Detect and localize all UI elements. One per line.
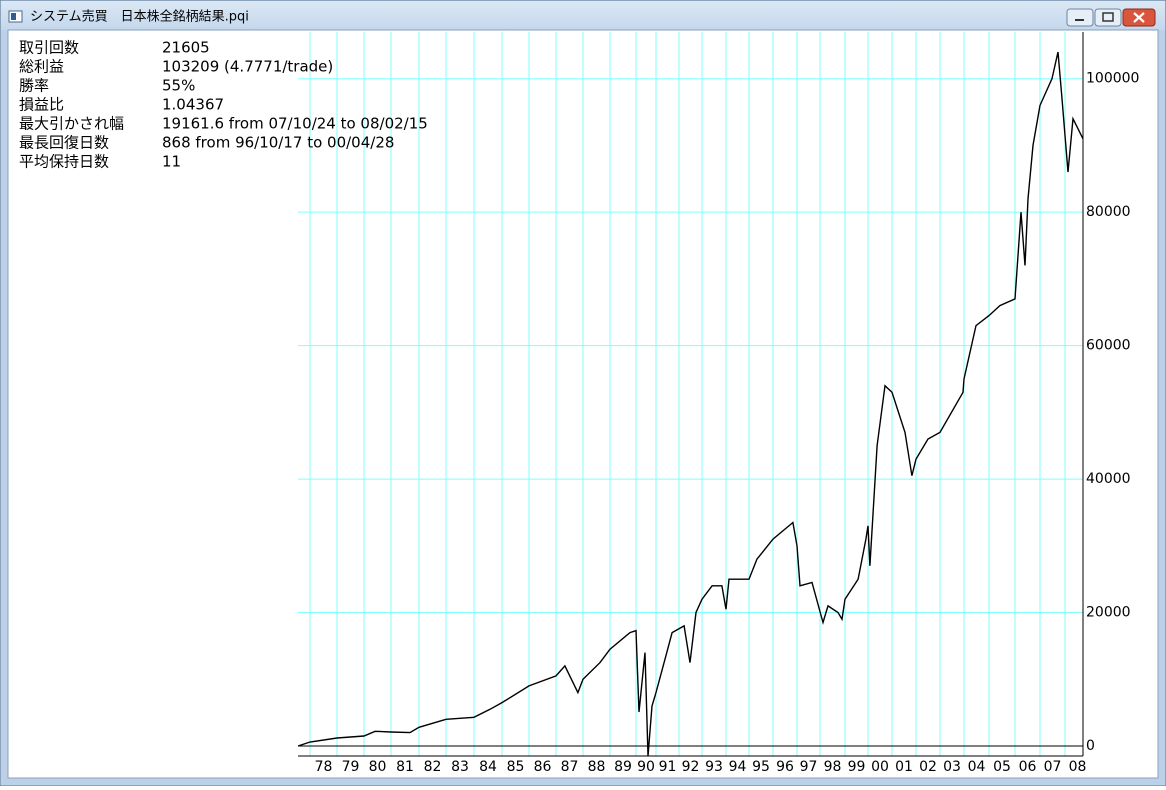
minimize-button[interactable] <box>1066 8 1094 27</box>
stat-label: 勝率 <box>19 77 49 95</box>
stat-value: 103209 (4.7771/trade) <box>162 58 333 76</box>
close-button[interactable] <box>1122 8 1156 27</box>
x-tick-label: 88 <box>588 759 606 775</box>
stat-value: 1.04367 <box>162 96 224 114</box>
title-bar <box>1 1 1165 30</box>
x-tick-label: 05 <box>993 759 1011 775</box>
y-tick-label: 0 <box>1086 738 1095 754</box>
x-tick-label: 96 <box>776 759 794 775</box>
stat-label: 最長回復日数 <box>19 134 109 152</box>
x-tick-label: 03 <box>943 759 961 775</box>
x-tick-label: 83 <box>451 759 469 775</box>
x-tick-label: 02 <box>919 759 937 775</box>
y-tick-label: 20000 <box>1086 605 1131 621</box>
stat-value: 868 from 96/10/17 to 00/04/28 <box>162 134 394 152</box>
stat-value: 55% <box>162 77 195 95</box>
x-tick-label: 06 <box>1019 759 1037 775</box>
x-tick-label: 84 <box>479 759 497 775</box>
x-tick-label: 86 <box>534 759 552 775</box>
x-tick-label: 92 <box>682 759 700 775</box>
stats-panel: 取引回数 21605 総利益 103209 (4.7771/trade) 勝率 55% 損益… <box>19 39 428 171</box>
y-tick-label: 40000 <box>1086 471 1131 487</box>
stat-label: 損益比 <box>19 96 64 114</box>
app-icon-inner <box>11 13 16 20</box>
x-tick-label: 81 <box>396 759 414 775</box>
x-tick-label: 85 <box>507 759 525 775</box>
x-tick-label: 04 <box>968 759 986 775</box>
x-tick-label: 78 <box>315 759 333 775</box>
stat-value: 11 <box>162 153 181 171</box>
stat-label: 最大引かされ幅 <box>19 115 124 133</box>
maximize-button[interactable] <box>1094 8 1122 27</box>
stat-label: 総利益 <box>19 58 64 76</box>
y-tick-label: 80000 <box>1086 204 1131 220</box>
x-tick-label: 87 <box>561 759 579 775</box>
stat-label: 平均保持日数 <box>19 153 109 171</box>
x-tick-label: 91 <box>659 759 677 775</box>
x-tick-label: 98 <box>824 759 842 775</box>
window-title: システム売買 日本株全銘柄結果.pqi <box>30 9 249 25</box>
x-tick-label: 94 <box>729 759 747 775</box>
x-tick-label: 93 <box>705 759 723 775</box>
stat-label: 取引回数 <box>19 39 79 57</box>
x-tick-label: 07 <box>1044 759 1062 775</box>
x-tick-label: 95 <box>752 759 770 775</box>
x-tick-label: 99 <box>848 759 866 775</box>
y-tick-label: 60000 <box>1086 338 1131 354</box>
y-tick-label: 100000 <box>1086 71 1139 87</box>
x-tick-label: 97 <box>800 759 818 775</box>
x-tick-label: 80 <box>369 759 387 775</box>
x-tick-label: 89 <box>614 759 632 775</box>
stat-value: 21605 <box>162 39 210 57</box>
x-tick-label: 08 <box>1069 759 1087 775</box>
stat-value: 19161.6 from 07/10/24 to 08/02/15 <box>162 115 428 133</box>
plot: 78 79 80 81 82 83 84 85 86 87 88 89 90 91 92 93 94 95 96 97… <box>297 32 1139 775</box>
x-tick-label: 82 <box>424 759 442 775</box>
x-tick-label: 01 <box>895 759 913 775</box>
x-tick-label: 90 <box>637 759 655 775</box>
x-tick-label: 00 <box>871 759 889 775</box>
x-tick-label: 79 <box>342 759 360 775</box>
equity-line <box>297 51 1084 757</box>
